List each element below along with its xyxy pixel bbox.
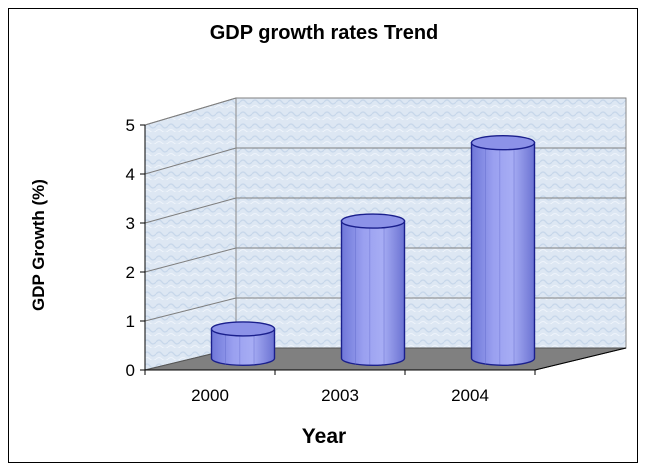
- y-tick-label: 5: [126, 116, 135, 135]
- y-tick-label: 0: [126, 361, 135, 380]
- gridline-side: [144, 247, 237, 273]
- y-tick-label: 1: [126, 312, 135, 331]
- bar-body: [470, 142, 536, 366]
- gridline-side: [144, 197, 237, 224]
- bar-top: [470, 134, 536, 151]
- y-tick-label: 2: [126, 263, 135, 282]
- bar-body: [340, 220, 406, 366]
- gridlines: [144, 97, 626, 322]
- bar-top: [210, 321, 276, 337]
- bars: [210, 134, 536, 366]
- y-tick-label: 3: [126, 214, 135, 233]
- gridline-side: [144, 297, 237, 322]
- x-tick-label: 2000: [191, 386, 229, 405]
- bar-body: [210, 328, 276, 366]
- bar: [470, 134, 536, 366]
- bar-top: [340, 213, 406, 229]
- gridline-side: [144, 97, 237, 126]
- gridline-side: [144, 147, 237, 175]
- bar: [210, 321, 276, 366]
- x-tick-label: 2004: [451, 386, 489, 405]
- y-axis-label-text: GDP Growth (%): [29, 179, 48, 311]
- bar: [340, 213, 406, 366]
- x-axis-label: Year: [301, 425, 347, 448]
- x-tick-label: 2003: [321, 386, 359, 405]
- y-ticks: 0 1 2 3 4 5: [126, 116, 145, 380]
- chart-title: GDP growth rates Trend: [209, 22, 439, 44]
- y-tick-label: 4: [126, 165, 135, 184]
- back-wall: [235, 97, 627, 349]
- x-axis-depth: [534, 347, 627, 371]
- x-ticks: 2000 2003 2004: [144, 370, 536, 405]
